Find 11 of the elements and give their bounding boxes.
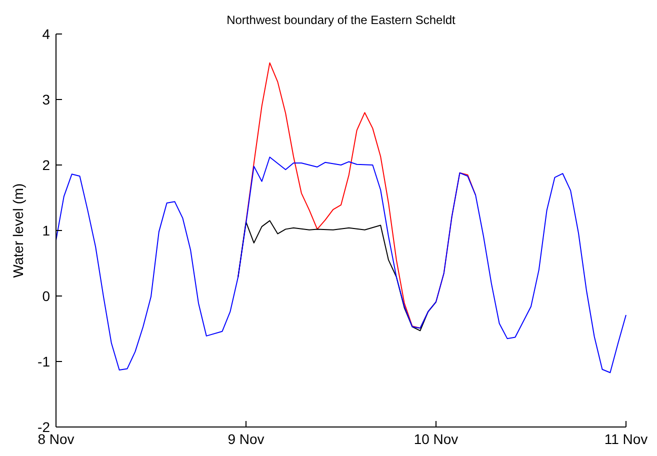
- y-tick-label: 0: [42, 288, 50, 304]
- x-tick-label: 10 Nov: [414, 431, 458, 447]
- y-axis-title: Water level (m): [10, 183, 26, 278]
- x-tick-label: 9 Nov: [228, 431, 264, 447]
- chart-title: Northwest boundary of the Eastern Scheldt: [226, 13, 456, 27]
- y-tick-label: 2: [42, 157, 50, 173]
- y-tick-label: 4: [42, 26, 50, 42]
- y-tick-label: 3: [42, 92, 50, 108]
- y-tick-label: 1: [42, 222, 50, 238]
- x-tick-label: 11 Nov: [604, 431, 648, 447]
- y-tick-label: -1: [38, 354, 50, 370]
